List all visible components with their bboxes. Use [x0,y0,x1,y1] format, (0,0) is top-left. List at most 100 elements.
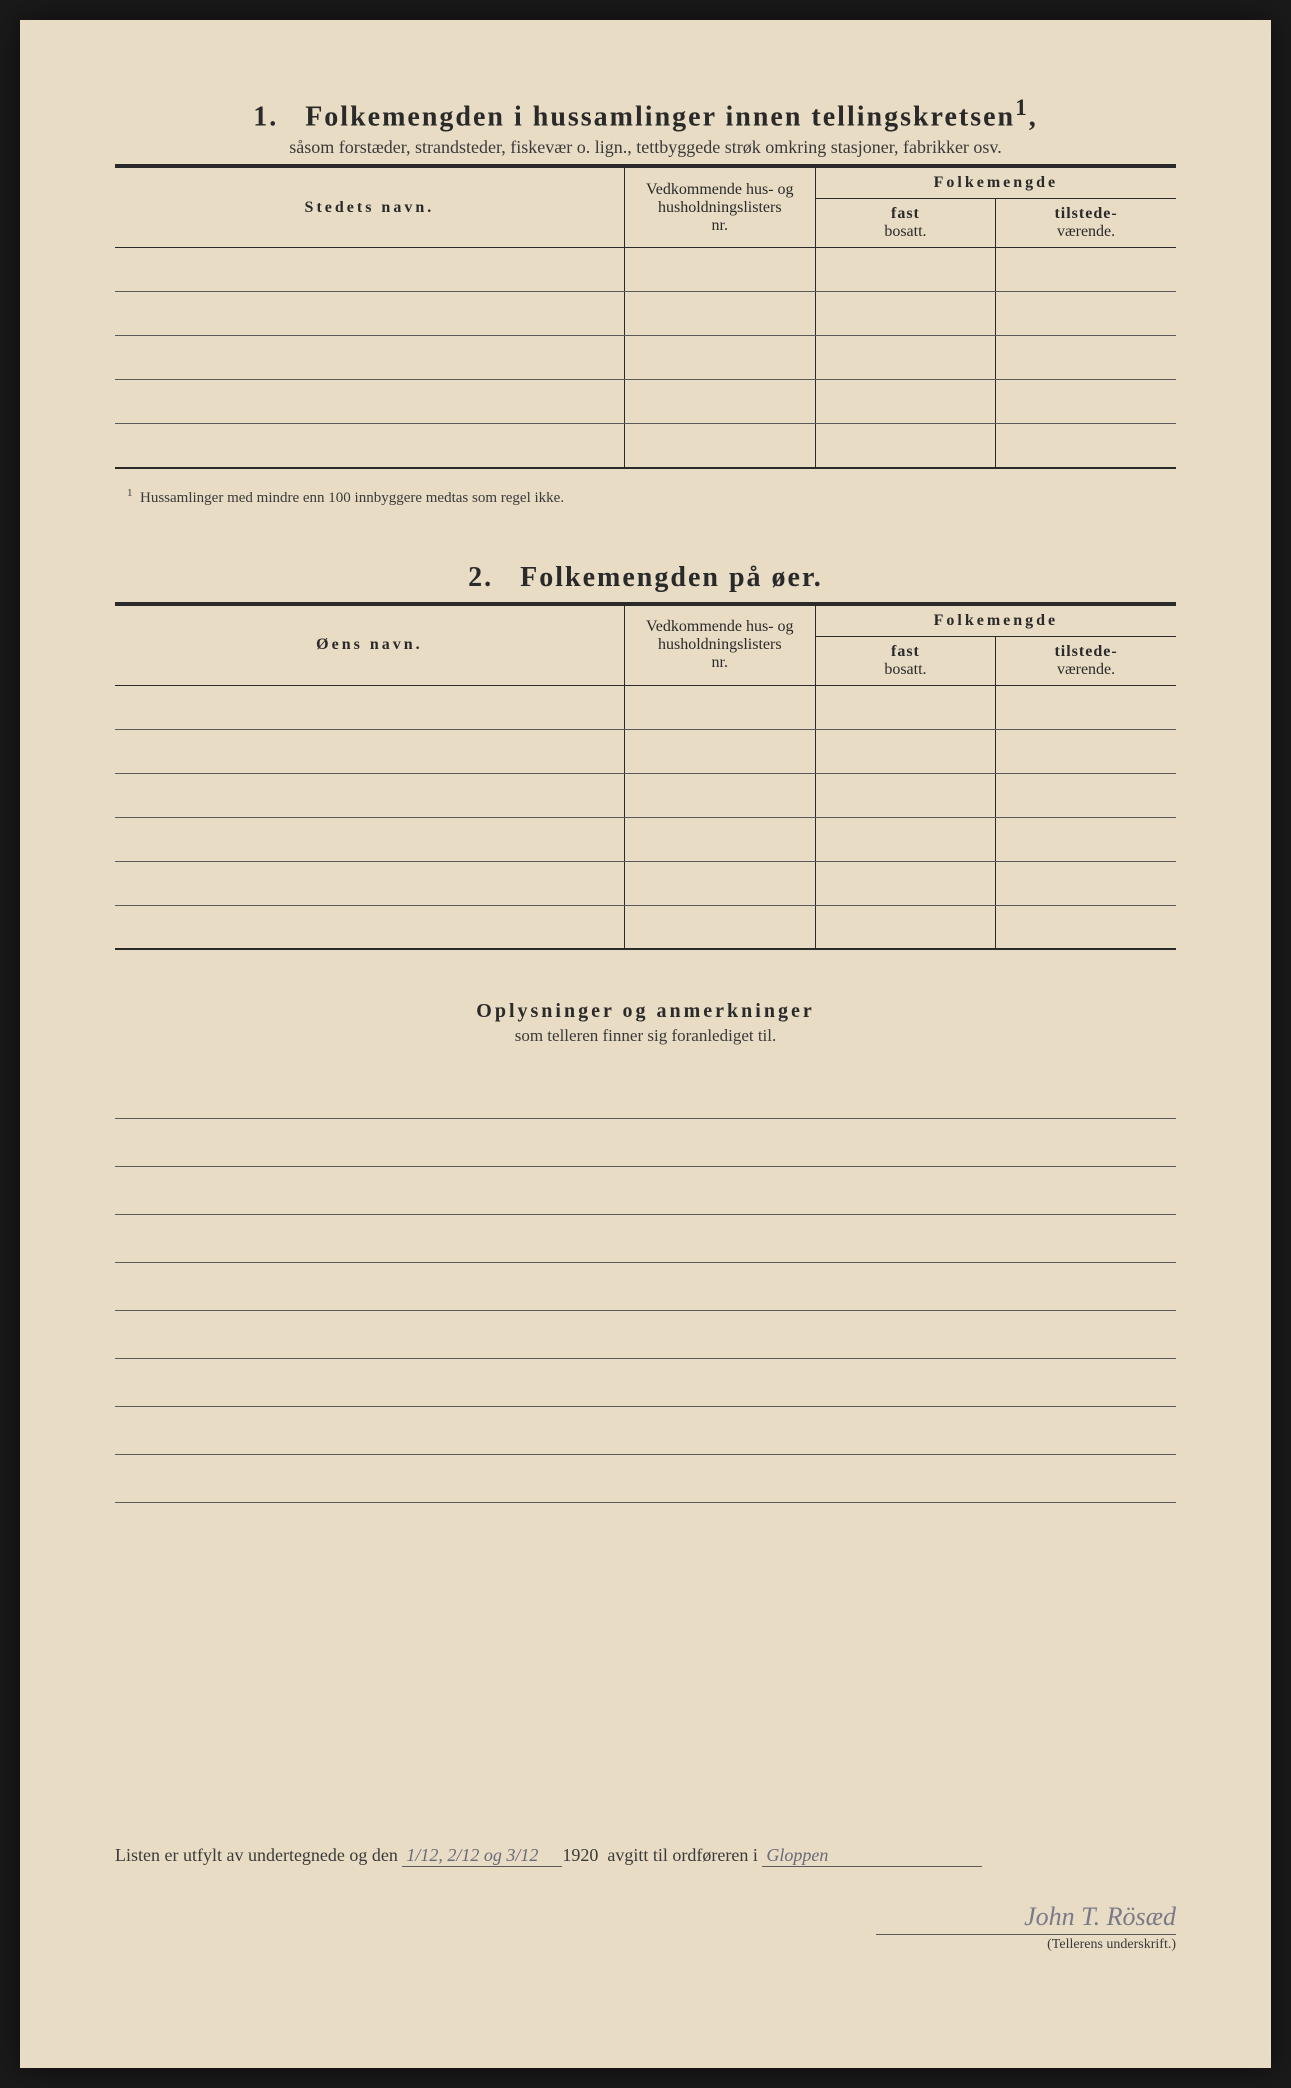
footnote-1-text: Hussamlinger med mindre enn 100 innbygge… [140,490,564,506]
remarks-line [115,1215,1176,1263]
fast2-bold: fast [891,643,920,660]
remarks-title: Oplysninger og anmerkninger [115,1000,1176,1023]
document-page: 1. Folkemengden i hussamlinger innen tel… [20,20,1271,2068]
remarks-line [115,1359,1176,1407]
nr-line1: Vedkommende hus- og [646,181,794,198]
fast-cell [815,861,995,905]
fast-cell [815,817,995,861]
fill-line: Listen er utfylt av undertegnede og den … [115,1845,1176,1867]
name-cell [115,424,624,468]
table-row [115,292,1176,336]
name-cell [115,817,624,861]
table-row [115,248,1176,292]
nr-cell [624,861,815,905]
table-row [115,905,1176,949]
fast-cell [815,773,995,817]
fast-cell [815,905,995,949]
table-row [115,729,1176,773]
fast-cell [815,336,995,380]
col-sub-fast: fast bosatt. [815,199,995,248]
name-cell [115,336,624,380]
col2-header-folk: Folkemengde [815,605,1176,637]
section-2-title-text: Folkemengden på øer. [520,562,823,593]
til2-sub: værende. [1057,661,1115,678]
nr-cell [624,336,815,380]
fast-cell [815,424,995,468]
col-header-nr: Vedkommende hus- og husholdningslisters … [624,167,815,248]
til-cell [996,248,1176,292]
til-sub: værende. [1057,223,1115,240]
nr-cell [624,729,815,773]
table-row [115,336,1176,380]
fast-bold: fast [891,205,920,222]
table-row [115,817,1176,861]
table-row [115,773,1176,817]
nr-line3: nr. [712,217,728,234]
signature: John T. Rösæd [876,1902,1176,1935]
signature-label: (Tellerens underskrift.) [115,1937,1176,1953]
footnote-1: 1 Hussamlinger med mindre enn 100 innbyg… [115,487,1176,507]
section-2-title: 2. Folkemengden på øer. [115,562,1176,604]
col2-sub-til: tilstede- værende. [996,636,1176,685]
nr2-line2: husholdningslisters [658,636,782,653]
table-2: Øens navn. Vedkommende hus- og husholdni… [115,604,1176,951]
til-cell [996,773,1176,817]
til-bold: tilstede- [1054,205,1117,222]
col-header-name: Stedets navn. [115,167,624,248]
til-cell [996,729,1176,773]
section-1-number: 1. [253,101,278,132]
nr-cell [624,685,815,729]
table-1-body [115,248,1176,468]
til-cell [996,292,1176,336]
table-1: Stedets navn. Vedkommende hus- og hushol… [115,166,1176,469]
nr-line2: husholdningslisters [658,199,782,216]
col2-header-nr: Vedkommende hus- og husholdningslisters … [624,605,815,686]
year-text: 1920 [562,1845,598,1865]
til-cell [996,685,1176,729]
nr-cell [624,817,815,861]
signature-area: John T. Rösæd (Tellerens underskrift.) [115,1902,1176,1953]
til-cell [996,817,1176,861]
nr-cell [624,905,815,949]
text-mid: avgitt til ordføreren i [607,1845,757,1865]
nr-cell [624,773,815,817]
remarks-subtitle: som telleren finner sig foranlediget til… [115,1026,1176,1046]
name-cell [115,773,624,817]
remarks-line [115,1263,1176,1311]
remarks-line [115,1119,1176,1167]
col2-header-name: Øens navn. [115,605,624,686]
name-cell [115,380,624,424]
til-cell [996,424,1176,468]
section-1-subtitle: såsom forstæder, strandsteder, fiskevær … [115,137,1176,166]
name-cell [115,729,624,773]
nr-cell [624,424,815,468]
remarks-lines [115,1071,1176,1503]
col2-sub-fast: fast bosatt. [815,636,995,685]
bottom-area: Listen er utfylt av undertegnede og den … [115,1845,1176,1953]
fast-cell [815,292,995,336]
table-row [115,861,1176,905]
table-row [115,424,1176,468]
fast-cell [815,248,995,292]
section-1-title: 1. Folkemengden i hussamlinger innen tel… [115,95,1176,133]
nr2-line3: nr. [712,654,728,671]
remarks-section: Oplysninger og anmerkninger som telleren… [115,1000,1176,1503]
til-cell [996,905,1176,949]
remarks-line [115,1167,1176,1215]
table-row [115,380,1176,424]
section-2-number: 2. [468,562,493,593]
fast2-sub: bosatt. [884,661,926,678]
section-1: 1. Folkemengden i hussamlinger innen tel… [115,95,1176,507]
fast-cell [815,380,995,424]
fast-cell [815,729,995,773]
fast-cell [815,685,995,729]
section-1-sup: 1 [1015,95,1029,121]
nr2-line1: Vedkommende hus- og [646,618,794,635]
name-cell [115,248,624,292]
section-1-title-text: Folkemengden i hussamlinger innen tellin… [305,101,1015,132]
fast-sub: bosatt. [884,223,926,240]
til-cell [996,861,1176,905]
remarks-line [115,1311,1176,1359]
nr-cell [624,292,815,336]
date-blank: 1/12, 2/12 og 3/12 [402,1845,562,1867]
